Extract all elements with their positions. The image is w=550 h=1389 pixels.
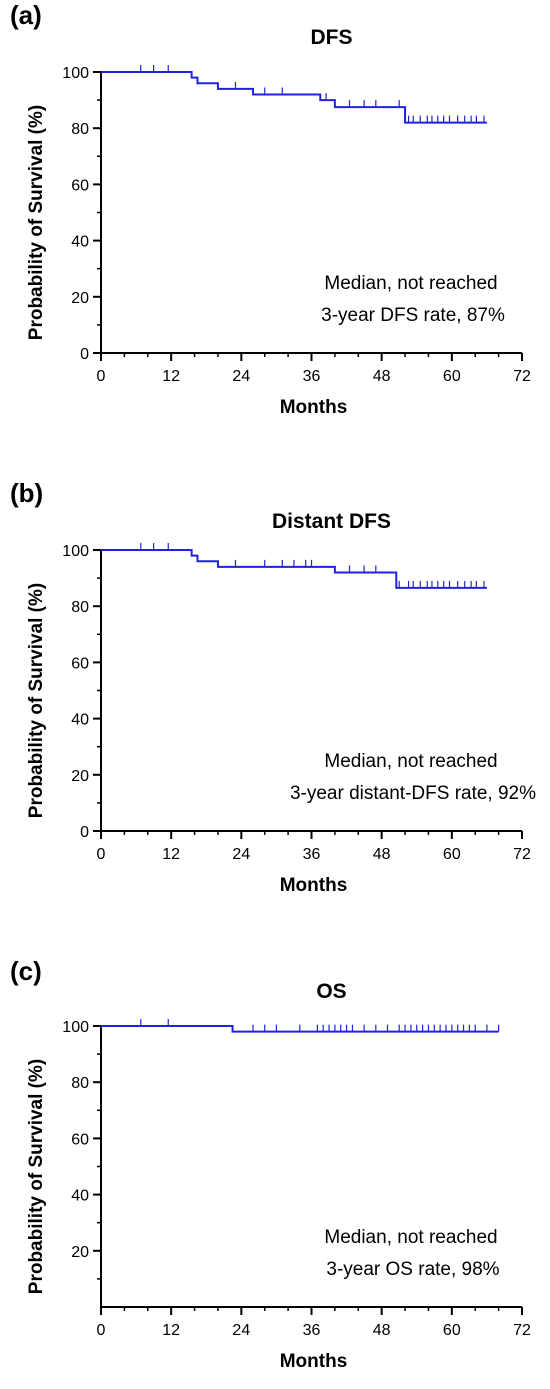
y-tick-label: 0	[80, 824, 89, 841]
panel-c: (c) OS 0 12 24 36 48 60 72 20 40 60 80 100 Months Prob…	[0, 956, 550, 1389]
x-tick-label: 0	[97, 368, 106, 385]
chart-title: Distant DFS	[272, 510, 391, 533]
survival-curve	[101, 549, 487, 589]
chart-title: OS	[316, 980, 346, 1003]
y-tick-label: 40	[71, 234, 89, 251]
x-tick-label: 12	[162, 846, 180, 863]
annotation-median: Median, not reached	[324, 273, 497, 294]
x-tick-label: 24	[232, 368, 250, 385]
chart-a: DFS 0 12 24 36 48 60 72 0 20 40 60 80 100 Months Probab…	[26, 26, 531, 418]
chart-c: OS 0 12 24 36 48 60 72 20 40 60 80 100 Months Probabil…	[26, 980, 531, 1372]
annotation-median: Median, not reached	[324, 751, 497, 772]
y-tick-label: 20	[71, 290, 89, 307]
y-tick-label: 80	[71, 599, 89, 616]
x-axis-label: Months	[280, 397, 348, 418]
x-axis-label: Months	[280, 1351, 348, 1372]
x-tick-label: 0	[97, 1322, 106, 1339]
x-tick-label: 36	[303, 1322, 321, 1339]
y-axis-label: Probability of Survival (%)	[26, 105, 47, 340]
survival-curve	[101, 1025, 499, 1033]
x-tick-label: 24	[232, 1322, 250, 1339]
x-axis-label: Months	[280, 875, 348, 896]
y-tick-label: 100	[62, 543, 89, 560]
y-tick-label: 40	[71, 1188, 89, 1205]
annotation-rate: 3-year distant-DFS rate, 92%	[290, 783, 536, 804]
y-axis-label: Probability of Survival (%)	[26, 1059, 47, 1294]
y-tick-label: 80	[71, 1075, 89, 1092]
y-tick-label: 60	[71, 655, 89, 672]
y-tick-label: 0	[80, 346, 89, 363]
x-tick-label: 72	[513, 368, 531, 385]
chart-title: DFS	[311, 26, 353, 49]
annotation-median: Median, not reached	[324, 1227, 497, 1248]
x-tick-label: 60	[443, 368, 461, 385]
x-tick-label: 72	[513, 846, 531, 863]
x-tick-label: 48	[373, 1322, 391, 1339]
x-tick-label: 36	[303, 368, 321, 385]
panel-a: (a) DFS 0 12 24 36 48 60 72 0 20 40 60 80 100 Months Pr…	[0, 0, 550, 460]
y-axis-label: Probability of Survival (%)	[26, 583, 47, 818]
x-tick-label: 72	[513, 1322, 531, 1339]
x-tick-label: 48	[373, 846, 391, 863]
panel-label: (b)	[10, 478, 44, 508]
x-tick-label: 12	[162, 1322, 180, 1339]
x-tick-label: 0	[97, 846, 106, 863]
y-tick-label: 20	[71, 768, 89, 785]
x-tick-label: 60	[443, 1322, 461, 1339]
panel-b: (b) Distant DFS 0 12 24 36 48 60 72 0 20 40 60 80 100…	[0, 478, 550, 938]
panel-label: (a)	[10, 0, 42, 30]
y-tick-label: 100	[62, 65, 89, 82]
x-tick-label: 36	[303, 846, 321, 863]
y-tick-label: 20	[71, 1244, 89, 1261]
y-tick-label: 40	[71, 712, 89, 729]
y-tick-label: 60	[71, 1131, 89, 1148]
y-tick-label: 100	[62, 1019, 89, 1036]
annotation-rate: 3-year OS rate, 98%	[326, 1259, 499, 1280]
y-tick-label: 60	[71, 177, 89, 194]
annotation-rate: 3-year DFS rate, 87%	[321, 305, 505, 326]
y-tick-label: 80	[71, 121, 89, 138]
x-tick-label: 24	[232, 846, 250, 863]
x-tick-label: 48	[373, 368, 391, 385]
panel-label: (c)	[10, 956, 42, 986]
survival-curve	[101, 71, 487, 124]
x-tick-label: 60	[443, 846, 461, 863]
chart-b: Distant DFS 0 12 24 36 48 60 72 0 20 40 60 80 100 Mont…	[26, 510, 536, 896]
x-tick-label: 12	[162, 368, 180, 385]
